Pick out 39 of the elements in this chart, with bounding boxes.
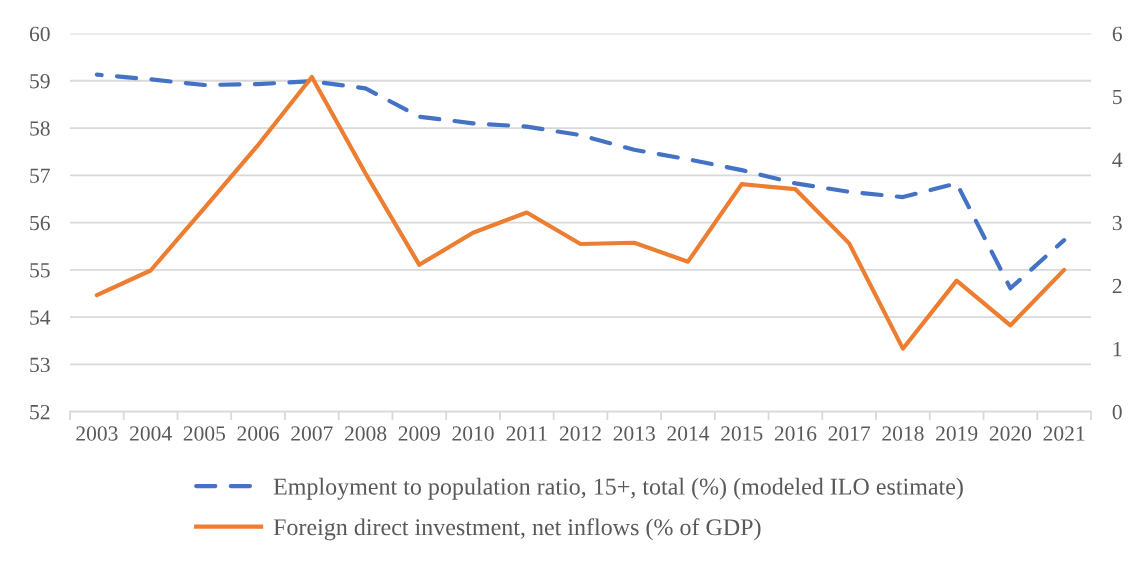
x-tick-label: 2006 bbox=[237, 426, 279, 441]
x-tick-label: 2019 bbox=[936, 426, 978, 441]
x-tick-label: 2020 bbox=[989, 426, 1032, 441]
y2-tick-label: 5 bbox=[1113, 89, 1122, 105]
legend-label: Foreign direct investment, net inflows (% of GDP) bbox=[273, 518, 761, 541]
x-tick-label: 2010 bbox=[452, 426, 494, 441]
line-series bbox=[94, 74, 1067, 351]
y2-tick-label: 6 bbox=[1112, 26, 1122, 42]
x-tick-label: 2015 bbox=[721, 426, 763, 441]
x-tick-label: 2016 bbox=[774, 426, 817, 441]
x-tick-label: 2018 bbox=[882, 426, 924, 441]
line-series bbox=[94, 72, 1067, 291]
x-tick-label: 2005 bbox=[183, 426, 226, 441]
y2-tick-label: 4 bbox=[1112, 152, 1123, 168]
legend-label: Employment to population ratio, 15+, total (%) (modeled ILO estimate) bbox=[273, 477, 963, 500]
x-tick-label: 2004 bbox=[130, 426, 172, 441]
x-tick-label: 2021 bbox=[1043, 426, 1085, 441]
x-tick-label: 2008 bbox=[344, 426, 387, 441]
x-tick-label: 2017 bbox=[828, 426, 871, 441]
y2-tick-label: 3 bbox=[1112, 215, 1122, 231]
y-tick-label: 56 bbox=[30, 215, 50, 231]
y2-tick-label: 1 bbox=[1113, 341, 1122, 357]
y2-tick-label: 0 bbox=[1112, 404, 1122, 420]
x-tick-label: 2003 bbox=[76, 426, 118, 441]
y-tick-label: 58 bbox=[30, 121, 50, 136]
y-tick-label: 59 bbox=[30, 73, 50, 89]
x-tick-label: 2014 bbox=[667, 426, 710, 441]
y-tick-label: 57 bbox=[30, 168, 50, 184]
x-tick-label: 2011 bbox=[506, 426, 547, 441]
y2-tick-label: 2 bbox=[1112, 278, 1122, 294]
y-tick-label: 55 bbox=[30, 263, 50, 278]
y-tick-label: 53 bbox=[30, 357, 50, 373]
x-tick-label: 2007 bbox=[291, 426, 333, 441]
y-tick-label: 52 bbox=[30, 404, 50, 420]
y-tick-label: 54 bbox=[30, 310, 51, 325]
x-tick-label: 2009 bbox=[398, 426, 440, 441]
x-tick-label: 2013 bbox=[613, 426, 655, 441]
y-tick-label: 60 bbox=[29, 26, 50, 42]
x-tick-label: 2012 bbox=[559, 426, 601, 441]
